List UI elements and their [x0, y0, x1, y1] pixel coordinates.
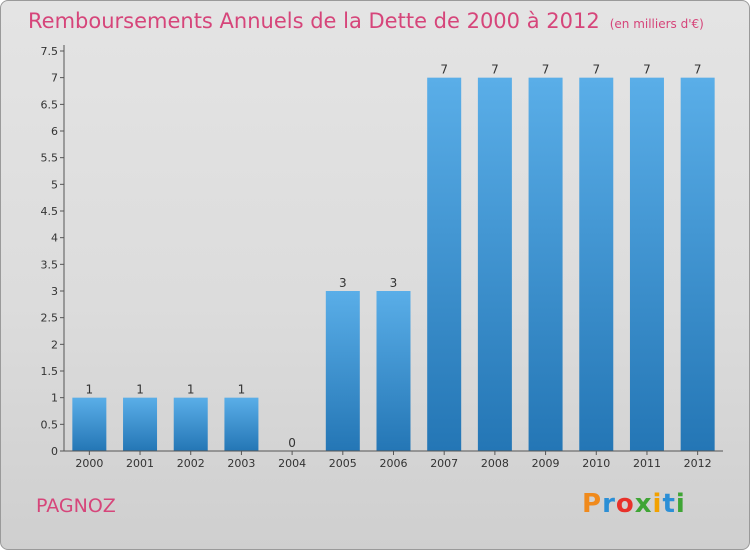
y-tick-label: 4 — [51, 232, 58, 245]
x-tick-label: 2004 — [278, 457, 306, 470]
bar — [224, 397, 259, 451]
bar — [173, 397, 208, 451]
bar — [72, 397, 107, 451]
bar-value-label: 3 — [390, 276, 398, 290]
bar-value-label: 1 — [187, 383, 195, 397]
bar-value-label: 7 — [491, 63, 499, 77]
x-tick-label: 2009 — [532, 457, 560, 470]
x-tick-label: 2005 — [329, 457, 357, 470]
bar — [376, 291, 411, 451]
y-tick-label: 6.5 — [41, 98, 59, 111]
x-tick-label: 2003 — [227, 457, 255, 470]
x-tick-label: 2002 — [177, 457, 205, 470]
x-tick-label: 2006 — [380, 457, 408, 470]
proxiti-logo: Proxiti — [582, 489, 686, 519]
bar-value-label: 1 — [86, 383, 94, 397]
bar-value-label: 7 — [694, 63, 702, 77]
commune-name: PAGNOZ — [36, 495, 116, 517]
y-tick-label: 0.5 — [41, 418, 59, 431]
y-tick-label: 3 — [51, 285, 58, 298]
y-tick-label: 6 — [51, 125, 58, 138]
x-tick-label: 2011 — [633, 457, 661, 470]
bars: 1 1 1 1 0 3 3 7 7 7 7 7 7 — [72, 63, 715, 452]
y-tick-label: 7.5 — [41, 45, 59, 58]
y-tick-label: 5.5 — [41, 152, 59, 165]
chart-subtitle: (en milliers d'€) — [609, 17, 704, 31]
title-text: Remboursements Annuels de la Dette de 20… — [28, 9, 600, 33]
y-tick-label: 4.5 — [41, 205, 59, 218]
bar-value-label: 7 — [440, 63, 448, 77]
x-tick-label: 2010 — [582, 457, 610, 470]
bar — [680, 77, 715, 452]
y-tick-label: 7 — [51, 72, 58, 85]
bar — [427, 77, 462, 452]
y-tick-label: 1.5 — [41, 365, 59, 378]
y-tick-label: 5 — [51, 178, 58, 191]
x-tick-label: 2012 — [684, 457, 712, 470]
y-tick-label: 0 — [51, 445, 58, 458]
bar-value-label: 0 — [288, 436, 296, 450]
y-tick-label: 2 — [51, 338, 58, 351]
x-tick-label: 2008 — [481, 457, 509, 470]
bar — [579, 77, 614, 452]
bar-value-label: 7 — [643, 63, 651, 77]
chart-title: Remboursements Annuels de la Dette de 20… — [28, 9, 704, 33]
bar-value-label: 7 — [542, 63, 550, 77]
x-tick-label: 2007 — [430, 457, 458, 470]
x-axis: 2000 2001 2002 2003 2004 2005 2006 2007 2008 2009… — [64, 450, 723, 470]
y-tick-label: 1 — [51, 392, 58, 405]
y-axis: 0 0.5 1 1.5 2 2.5 3 3.5 4 4.5 5 5.5 6 6.5 7 7.5 — [41, 45, 65, 458]
y-tick-label: 3.5 — [41, 258, 59, 271]
bar — [477, 77, 512, 452]
x-tick-label: 2000 — [75, 457, 103, 470]
bar-value-label: 1 — [238, 383, 246, 397]
x-tick-label: 2001 — [126, 457, 154, 470]
bar-value-label: 1 — [136, 383, 144, 397]
bar-value-label: 3 — [339, 276, 347, 290]
y-tick-label: 2.5 — [41, 312, 59, 325]
bar — [629, 77, 664, 452]
bar — [325, 291, 360, 451]
bar-value-label: 7 — [592, 63, 600, 77]
bar — [123, 397, 158, 451]
bar — [528, 77, 563, 452]
